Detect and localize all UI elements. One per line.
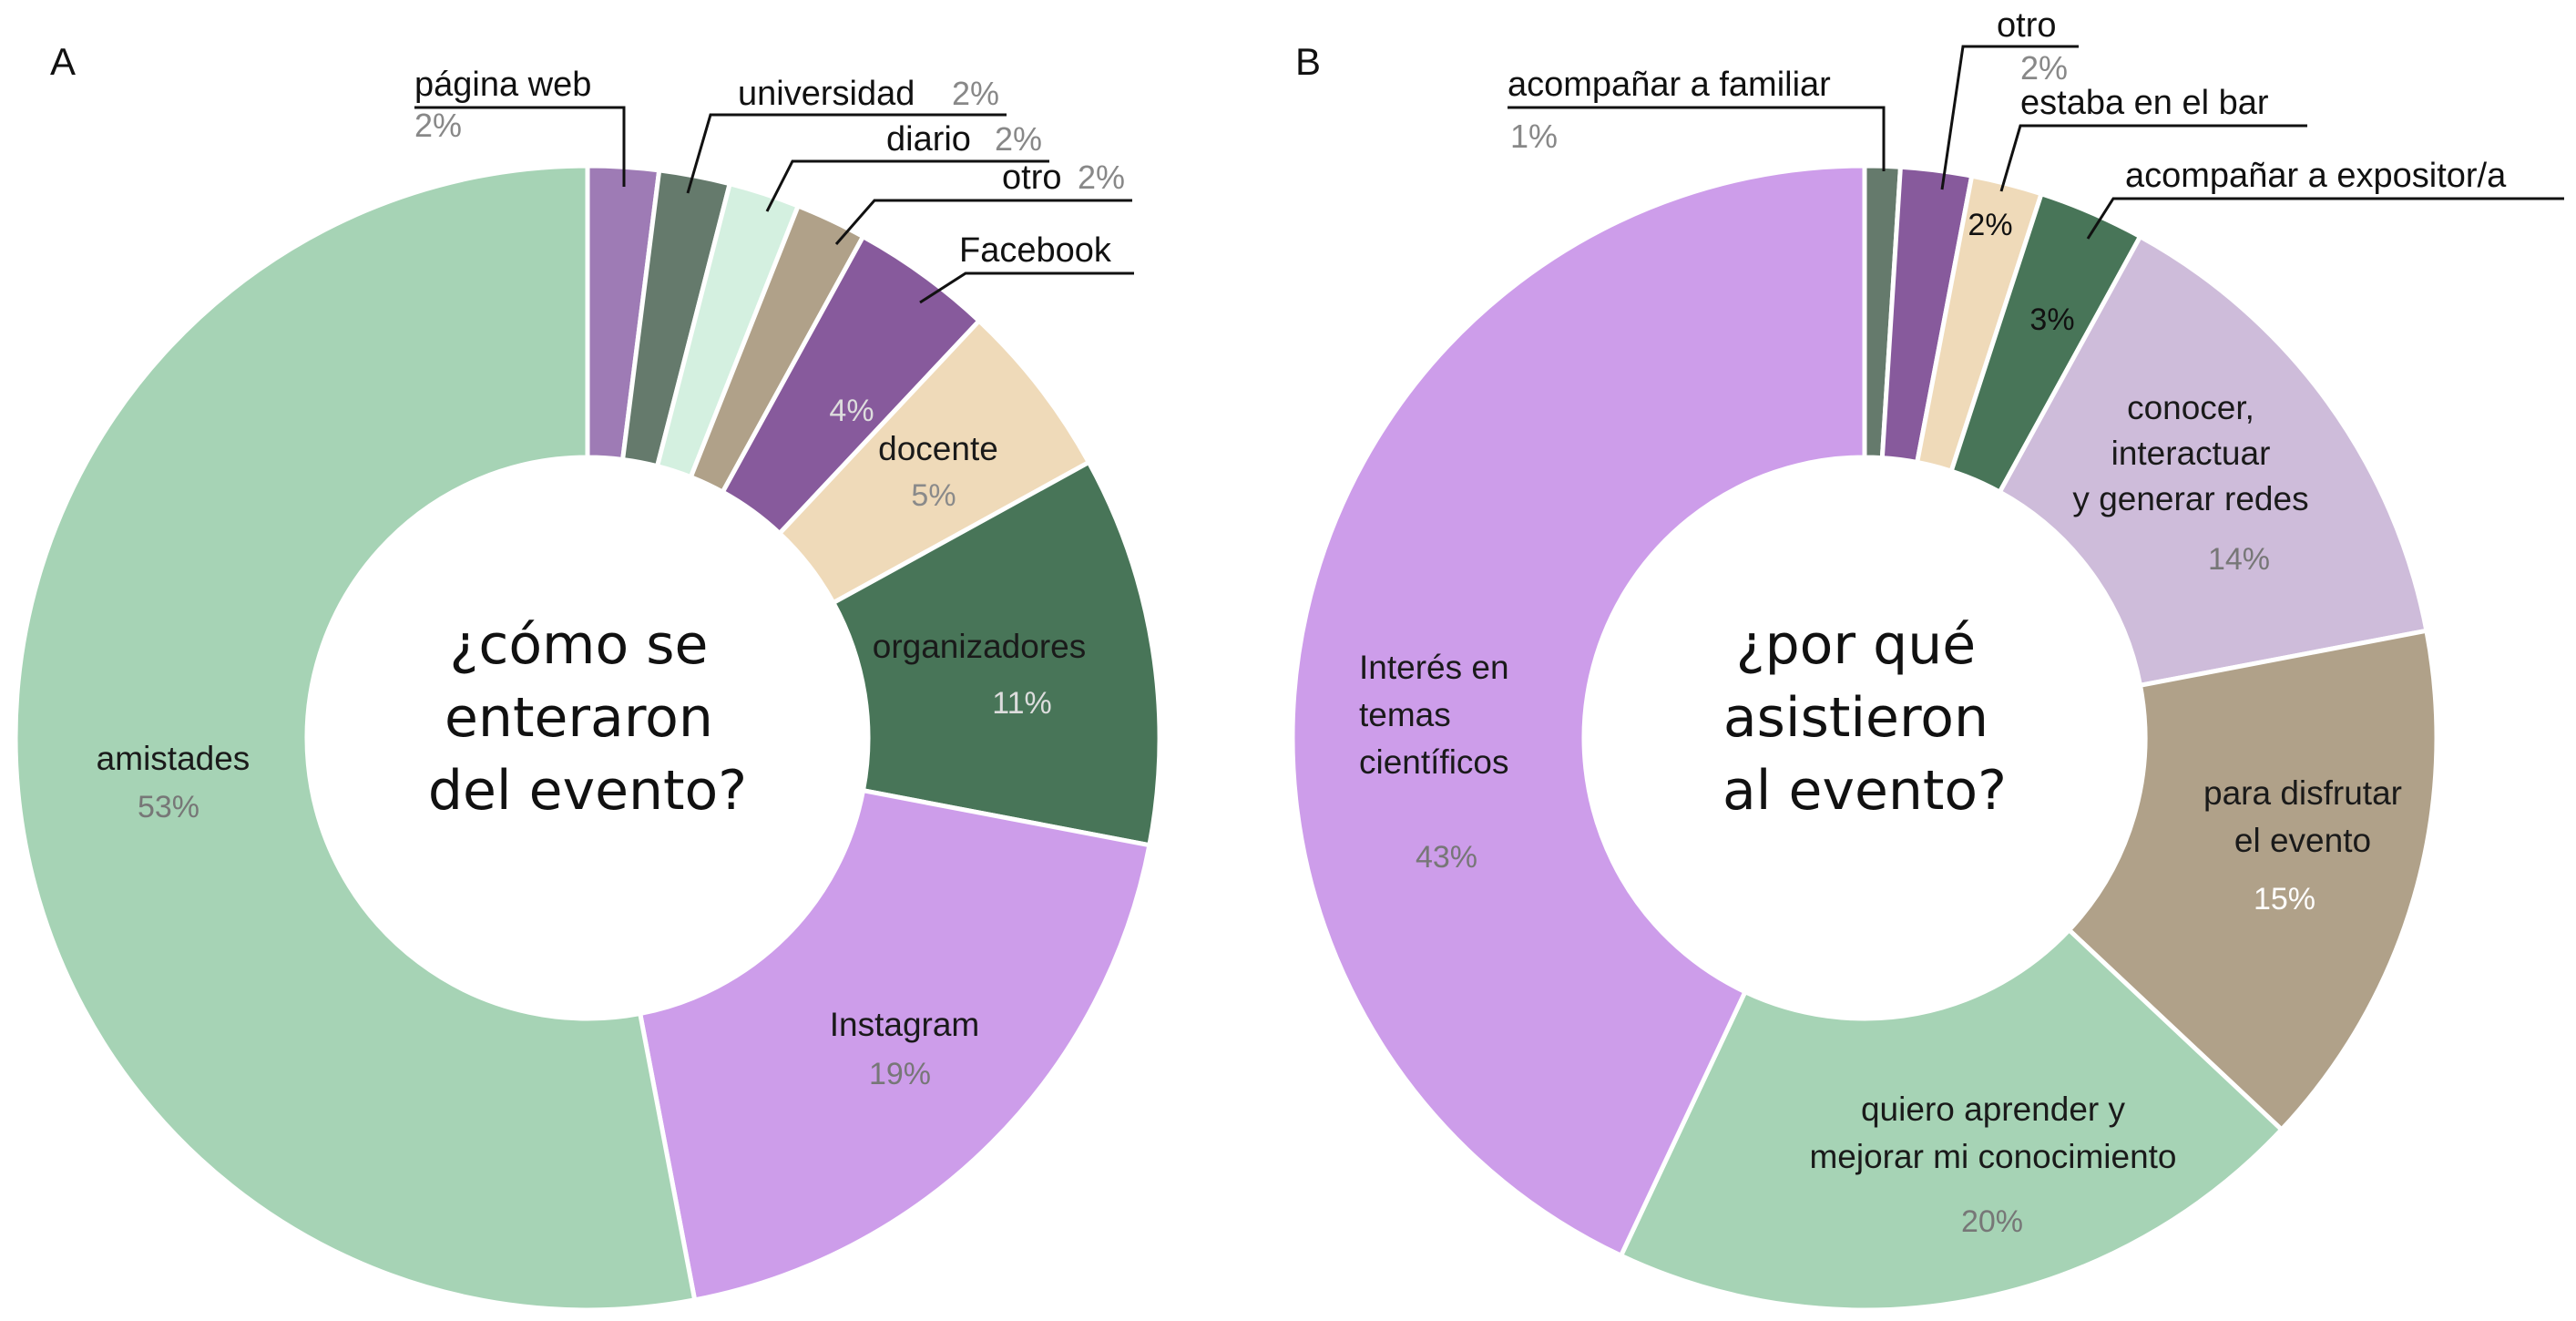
slice-label-b-conocer-interactuar-y-generar-redes: conocer, interactuar y generar redes bbox=[2072, 389, 2308, 517]
slice-value-a-pagina-web: 2% bbox=[414, 107, 462, 144]
slice-label-line: docente bbox=[878, 430, 998, 467]
leader-line-a-universidad bbox=[686, 113, 1007, 194]
slice-label-line: diario bbox=[886, 120, 971, 159]
slice-value-b-para-disfrutar-el-evento: 15% bbox=[2254, 882, 2315, 917]
slice-label-line: y generar redes bbox=[2072, 480, 2308, 517]
center-title-b-line-3: al evento? bbox=[1722, 759, 2007, 823]
slice-value-a-universidad: 2% bbox=[952, 75, 999, 112]
slice-label-line: amistades bbox=[97, 740, 250, 777]
slice-label-b-interes-en-temas-cientificos: Interés en temas científicos bbox=[1359, 649, 1509, 781]
slice-label-line: conocer, bbox=[2127, 389, 2254, 426]
slice-label-line: científicos bbox=[1359, 743, 1509, 781]
slice-label-line: mejorar mi conocimiento bbox=[1809, 1138, 2176, 1175]
slice-label-a-amistades: amistades bbox=[97, 740, 250, 777]
slice-label-b-otro: otro bbox=[1997, 6, 2056, 45]
slice-label-line: temas bbox=[1359, 696, 1451, 733]
center-title-a-line-2: enteraron bbox=[445, 686, 713, 750]
leader-line-b-acompanar-a-familiar bbox=[1508, 106, 1886, 171]
panel-letter-b: B bbox=[1295, 40, 1321, 83]
slice-a-organizadores bbox=[830, 459, 1162, 848]
slice-label-line: otro bbox=[1997, 6, 2056, 45]
center-title-a-line-3: del evento? bbox=[428, 759, 747, 823]
slice-value-a-docente: 5% bbox=[911, 478, 956, 513]
slice-value-a-diario: 2% bbox=[995, 120, 1042, 158]
slice-label-line: interactuar bbox=[2111, 435, 2271, 472]
slice-value-a-instagram: 19% bbox=[869, 1057, 931, 1091]
slice-a-instagram bbox=[637, 787, 1152, 1303]
slice-label-line: para disfrutar bbox=[2203, 774, 2402, 812]
slice-label-line: estaba en el bar bbox=[2020, 84, 2269, 122]
slice-label-line: acompañar a expositor/a bbox=[2125, 157, 2507, 195]
panel-letter-a: A bbox=[50, 40, 76, 83]
slice-label-a-otro: otro bbox=[1002, 159, 1061, 197]
slice-label-a-docente: docente bbox=[878, 430, 998, 467]
slice-label-line: universidad bbox=[738, 75, 915, 113]
slice-value-b-acompanar-a-expositor-a: 3% bbox=[2029, 302, 2074, 337]
slice-label-a-facebook: Facebook bbox=[959, 231, 1112, 270]
center-title-a: ¿cómo se enteraron del evento? bbox=[428, 613, 747, 823]
leader-line-a-otro bbox=[834, 199, 1132, 245]
slice-label-a-universidad: universidad bbox=[738, 75, 915, 113]
center-title-b-line-1: ¿por qué bbox=[1736, 613, 1976, 677]
slice-label-line: acompañar a familiar bbox=[1508, 66, 1831, 104]
slice-b-interes-en-temas-cientificos bbox=[1290, 163, 1867, 1259]
slice-value-b-acompanar-a-familiar: 1% bbox=[1510, 118, 1558, 155]
slice-value-b-estaba-en-el-bar: 2% bbox=[1968, 208, 2012, 242]
slice-label-line: quiero aprender y bbox=[1861, 1091, 2126, 1128]
slice-a-amistades bbox=[13, 163, 698, 1313]
slice-label-line: página web bbox=[414, 66, 591, 104]
slice-label-b-estaba-en-el-bar: estaba en el bar bbox=[2020, 84, 2269, 122]
leader-line-a-pagina-web bbox=[414, 106, 626, 187]
slice-value-a-organizadores: 11% bbox=[992, 686, 1052, 721]
slice-label-a-diario: diario bbox=[886, 120, 971, 159]
slice-label-a-instagram: Instagram bbox=[830, 1006, 980, 1043]
center-title-b-line-2: asistieron bbox=[1723, 686, 1988, 750]
leader-line-a-facebook bbox=[919, 271, 1134, 304]
leader-line-b-acompanar-a-expositor-a bbox=[2086, 197, 2564, 240]
leader-line-a-diario bbox=[765, 159, 1049, 212]
slice-label-b-acompanar-a-familiar: acompañar a familiar bbox=[1508, 66, 1831, 104]
slice-value-a-amistades: 53% bbox=[138, 790, 199, 824]
slices-b bbox=[1290, 163, 2439, 1313]
slice-label-line: el evento bbox=[2234, 822, 2371, 859]
slice-label-line: Interés en bbox=[1359, 649, 1509, 686]
slice-b-quiero-aprender-y-mejorar-mi-conocimiento bbox=[1618, 927, 2285, 1313]
slice-label-line: Facebook bbox=[959, 231, 1112, 270]
slices-a bbox=[13, 163, 1162, 1313]
slice-label-line: organizadores bbox=[873, 628, 1086, 665]
slice-label-a-organizadores: organizadores bbox=[873, 628, 1086, 665]
slice-value-b-interes-en-temas-cientificos: 43% bbox=[1416, 840, 1477, 875]
slice-b-para-disfrutar-el-evento bbox=[2065, 628, 2439, 1133]
slice-label-b-quiero-aprender-y-mejorar-mi-conocimiento: quiero aprender y mejorar mi conocimiento bbox=[1809, 1091, 2176, 1175]
slice-value-b-quiero-aprender-y-mejorar-mi-conocimiento: 20% bbox=[1961, 1204, 2023, 1239]
slice-label-b-acompanar-a-expositor-a: acompañar a expositor/a bbox=[2125, 157, 2507, 195]
slice-value-a-otro: 2% bbox=[1078, 159, 1125, 196]
leader-line-b-estaba-en-el-bar bbox=[1999, 124, 2307, 192]
slice-label-line: Instagram bbox=[830, 1006, 980, 1043]
slice-value-a-facebook: 4% bbox=[829, 394, 874, 428]
slice-value-b-conocer-interactuar-y-generar-redes: 14% bbox=[2208, 542, 2270, 577]
leader-line-b-otro bbox=[1940, 45, 2079, 190]
slice-label-a-pagina-web: página web bbox=[414, 66, 591, 104]
slice-value-b-otro: 2% bbox=[2020, 49, 2068, 87]
center-title-a-line-1: ¿cómo se bbox=[449, 613, 708, 677]
slice-label-b-para-disfrutar-el-evento: para disfrutar el evento bbox=[2203, 774, 2402, 859]
slice-b-conocer-interactuar-y-generar-redes bbox=[1996, 233, 2429, 689]
slice-label-line: otro bbox=[1002, 159, 1061, 197]
center-title-b: ¿por qué asistieron al evento? bbox=[1722, 613, 2007, 823]
